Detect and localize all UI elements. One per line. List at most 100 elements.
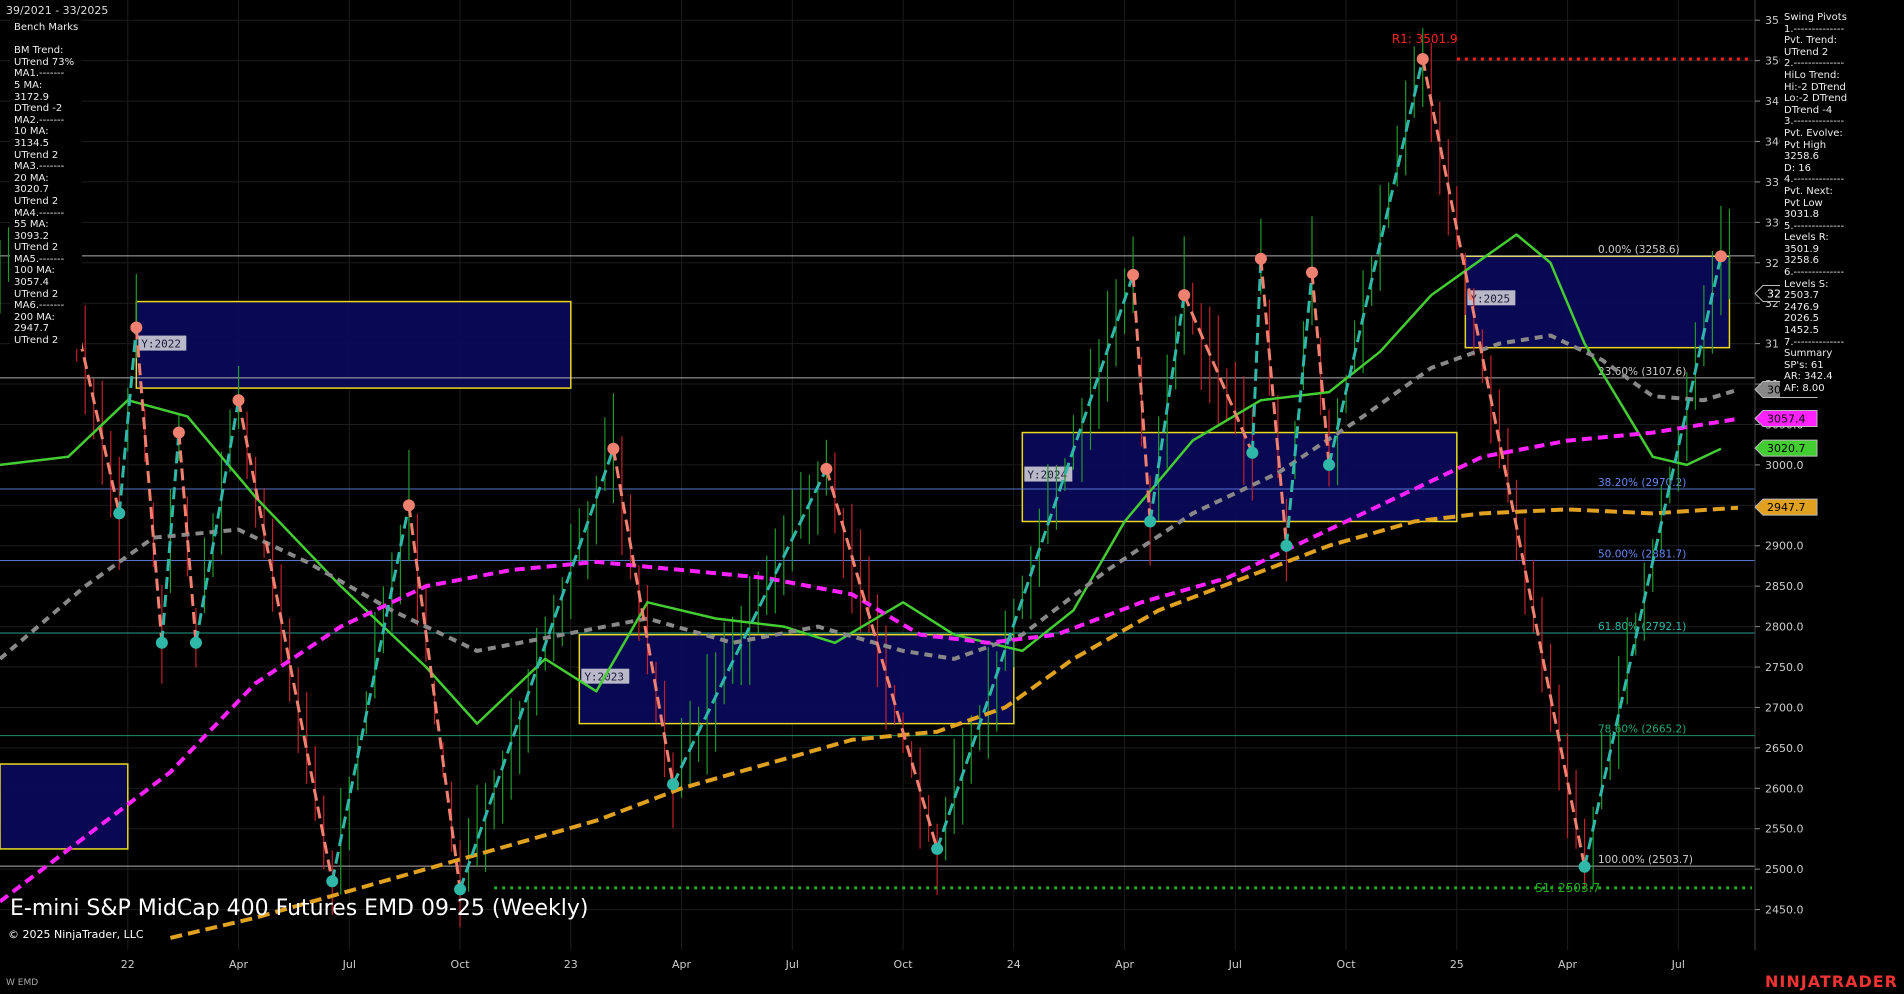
swing-pivot-marker: [113, 507, 126, 520]
support-label: S1: 2503.7: [1535, 881, 1600, 895]
swing-pivots-panel: Swing Pivots 1.-------------- Pvt. Trend: U…: [1780, 10, 1852, 397]
swing-pivot-marker: [1178, 289, 1191, 302]
swing-pivot-marker: [172, 426, 185, 439]
bench-mark-line: UTrend 2: [14, 149, 59, 161]
swing-line: [824, 468, 939, 850]
swing-pivot-marker: [820, 462, 833, 475]
bench-mark-line: BM Trend:: [14, 45, 64, 57]
bench-mark-line: MA3.-------: [14, 161, 65, 173]
swing-line: [134, 327, 164, 643]
swing-pivot-marker: [155, 636, 168, 649]
y-axis-tick-label: 2550.0: [1765, 823, 1804, 836]
y-axis-tick-label: 2500.0: [1765, 863, 1804, 876]
swing-pivot-line: 3501.9: [1784, 243, 1819, 255]
swing-pivot-marker: [1714, 250, 1727, 263]
x-axis-tick-label: Apr: [1558, 958, 1578, 971]
year-box-label: Y:2025: [1470, 292, 1510, 305]
bench-mark-line: 55 MA:: [14, 219, 49, 231]
x-axis-tick-label: 24: [1007, 958, 1021, 971]
bench-mark-line: MA5.-------: [14, 253, 65, 265]
y-axis-tick-label: 2850.0: [1765, 580, 1804, 593]
x-axis-tick-label: 22: [121, 958, 135, 971]
year-box: [135, 300, 572, 389]
fib-level-label: 61.80% (2792.1): [1598, 621, 1686, 633]
y-axis-tick-label: 2650.0: [1765, 742, 1804, 755]
bench-mark-line: 3172.9: [14, 91, 49, 103]
y-axis-tick-label: 2750.0: [1765, 661, 1804, 674]
moving-average-line: [0, 333, 1739, 661]
swing-pivot-line: D: 16: [1784, 162, 1811, 174]
bench-mark-line: 200 MA:: [14, 311, 55, 323]
bench-mark-line: 10 MA:: [14, 126, 49, 138]
bench-marks-panel: Bench Marks BM Trend: UTrend 73% MA1.-----…: [10, 20, 83, 349]
swing-pivot-marker: [1246, 446, 1259, 459]
y-axis-tick-label: 3000.0: [1765, 459, 1804, 472]
y-axis-tick-label: 2450.0: [1765, 904, 1804, 917]
swing-line: [671, 468, 828, 785]
bench-mark-line: 3093.2: [14, 230, 49, 242]
bench-mark-line: MA2.-------: [14, 114, 65, 126]
bench-mark-line: 20 MA:: [14, 172, 49, 184]
year-box: [1021, 431, 1458, 523]
bench-mark-line: [14, 34, 78, 46]
bench-mark-line: Bench Marks: [14, 22, 79, 33]
y-axis-tick-label: 2700.0: [1765, 701, 1804, 714]
swing-line: [1182, 294, 1254, 454]
instrument-label: W EMD: [6, 978, 39, 988]
swing-line: [1250, 258, 1263, 453]
x-axis-tick-label: Jul: [342, 958, 356, 971]
swing-pivot-line: UTrend 2: [1784, 46, 1829, 58]
swing-pivot-marker: [667, 778, 680, 791]
swing-pivot-line: 2.--------------: [1784, 58, 1845, 70]
swing-line: [458, 448, 615, 890]
swing-pivot-line: 5.--------------: [1784, 220, 1845, 232]
chart-title: E-mini S&P MidCap 400 Futures EMD 09-25 …: [10, 896, 589, 921]
swing-pivot-line: 4.--------------: [1784, 174, 1845, 186]
fib-level-label: 23.60% (3107.6): [1598, 366, 1686, 378]
bench-mark-line: 5 MA:: [14, 79, 43, 91]
swing-pivot-line: 1.--------------: [1784, 23, 1845, 35]
swing-pivot-marker: [1578, 860, 1591, 873]
moving-average-line: [0, 416, 1739, 904]
swing-pivot-marker: [1144, 515, 1157, 528]
swing-pivot-marker: [1416, 53, 1429, 66]
bench-mark-line: MA1.-------: [14, 68, 65, 80]
price-tag-background: [1754, 498, 1818, 516]
date-range: 39/2021 - 33/2025: [6, 4, 109, 17]
fib-level-label: 0.00% (3258.6): [1598, 244, 1680, 256]
bench-mark-line: 2947.7: [14, 323, 49, 335]
bench-mark-line: DTrend -2: [14, 103, 63, 115]
swing-line: [194, 399, 241, 644]
copyright: © 2025 NinjaTrader, LLC: [8, 928, 144, 941]
swing-pivot-marker: [130, 321, 143, 334]
fib-level-label: 38.20% (2970.2): [1598, 477, 1686, 489]
swing-pivot-line: Pvt Low: [1784, 197, 1823, 209]
swing-pivot-line: Lo:-2 DTrend: [1784, 93, 1848, 105]
year-box: [578, 633, 1015, 725]
swing-pivot-line: Levels S:: [1784, 278, 1829, 290]
swing-pivot-line: AF: 8.00: [1784, 383, 1825, 394]
swing-pivot-line: Pvt. Trend:: [1784, 35, 1837, 47]
swing-pivot-line: AR: 342.4: [1784, 371, 1833, 383]
swing-pivot-line: 1452.5: [1784, 325, 1819, 337]
swing-pivot-marker: [1127, 268, 1140, 281]
price-tag: 3020.7: [1754, 439, 1818, 457]
swing-pivot-line: 3258.6: [1784, 255, 1819, 267]
swing-pivot-line: 6.--------------: [1784, 267, 1845, 279]
x-axis-tick-label: Oct: [894, 958, 914, 971]
swing-pivot-line: Pvt. Evolve:: [1784, 127, 1843, 139]
swing-pivot-line: Pvt High: [1784, 139, 1827, 151]
bench-mark-line: 3020.7: [14, 184, 49, 196]
price-tag-background: [1754, 439, 1818, 457]
swing-pivot-marker: [1280, 539, 1293, 552]
swing-pivot-line: 3031.8: [1784, 209, 1819, 221]
x-axis-tick-label: Apr: [672, 958, 692, 971]
bench-mark-line: UTrend 2: [14, 242, 59, 254]
x-axis-tick-label: 25: [1450, 958, 1464, 971]
swing-line: [1284, 272, 1314, 546]
swing-pivot-marker: [189, 636, 202, 649]
swing-pivot-marker: [402, 499, 415, 512]
price-tag-label: 2947.7: [1767, 501, 1806, 514]
swing-pivot-marker: [1254, 252, 1267, 265]
